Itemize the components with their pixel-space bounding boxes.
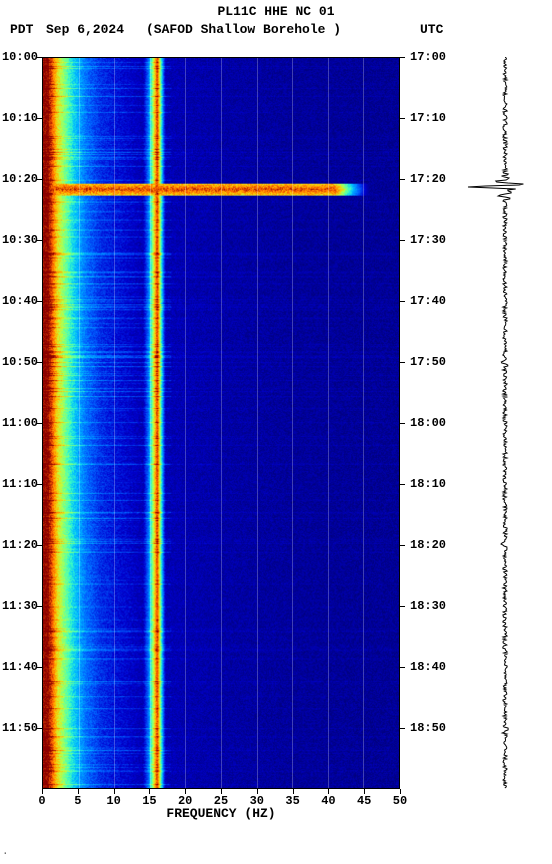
tz-left-label: PDT xyxy=(10,22,33,37)
date-label: Sep 6,2024 xyxy=(46,22,124,37)
y-right-tick: 18:10 xyxy=(410,477,446,491)
y-left-tick: 10:50 xyxy=(2,355,38,369)
y-left-tick: 11:20 xyxy=(2,538,38,552)
y-left-tick: 10:00 xyxy=(2,50,38,64)
y-right-tick: 18:00 xyxy=(410,416,446,430)
y-left-tick: 10:10 xyxy=(2,111,38,125)
y-left-tick: 11:30 xyxy=(2,599,38,613)
y-left-tick: 11:40 xyxy=(2,660,38,674)
y-right-tick: 17:20 xyxy=(410,172,446,186)
y-right-tick: 17:40 xyxy=(410,294,446,308)
y-left-tick: 11:50 xyxy=(2,721,38,735)
y-right-tick: 18:30 xyxy=(410,599,446,613)
seismogram-trace xyxy=(460,57,550,789)
y-axis-right: 17:0017:1017:2017:3017:4017:5018:0018:10… xyxy=(404,57,454,789)
y-right-tick: 17:10 xyxy=(410,111,446,125)
footnote: . xyxy=(2,846,9,858)
chart-title: PL11C HHE NC 01 xyxy=(0,4,552,19)
y-left-tick: 10:30 xyxy=(2,233,38,247)
y-right-tick: 18:50 xyxy=(410,721,446,735)
y-right-tick: 17:50 xyxy=(410,355,446,369)
y-right-tick: 17:00 xyxy=(410,50,446,64)
tz-right-label: UTC xyxy=(420,22,443,37)
y-left-tick: 10:40 xyxy=(2,294,38,308)
y-right-tick: 18:20 xyxy=(410,538,446,552)
y-left-tick: 11:00 xyxy=(2,416,38,430)
y-right-tick: 18:40 xyxy=(410,660,446,674)
y-axis-left: 10:0010:1010:2010:3010:4010:5011:0011:10… xyxy=(0,57,40,789)
y-left-tick: 10:20 xyxy=(2,172,38,186)
y-left-tick: 11:10 xyxy=(2,477,38,491)
x-axis-label: FREQUENCY (HZ) xyxy=(42,806,400,821)
station-label: (SAFOD Shallow Borehole ) xyxy=(146,22,341,37)
y-right-tick: 17:30 xyxy=(410,233,446,247)
spectrogram-plot-area xyxy=(42,57,400,789)
